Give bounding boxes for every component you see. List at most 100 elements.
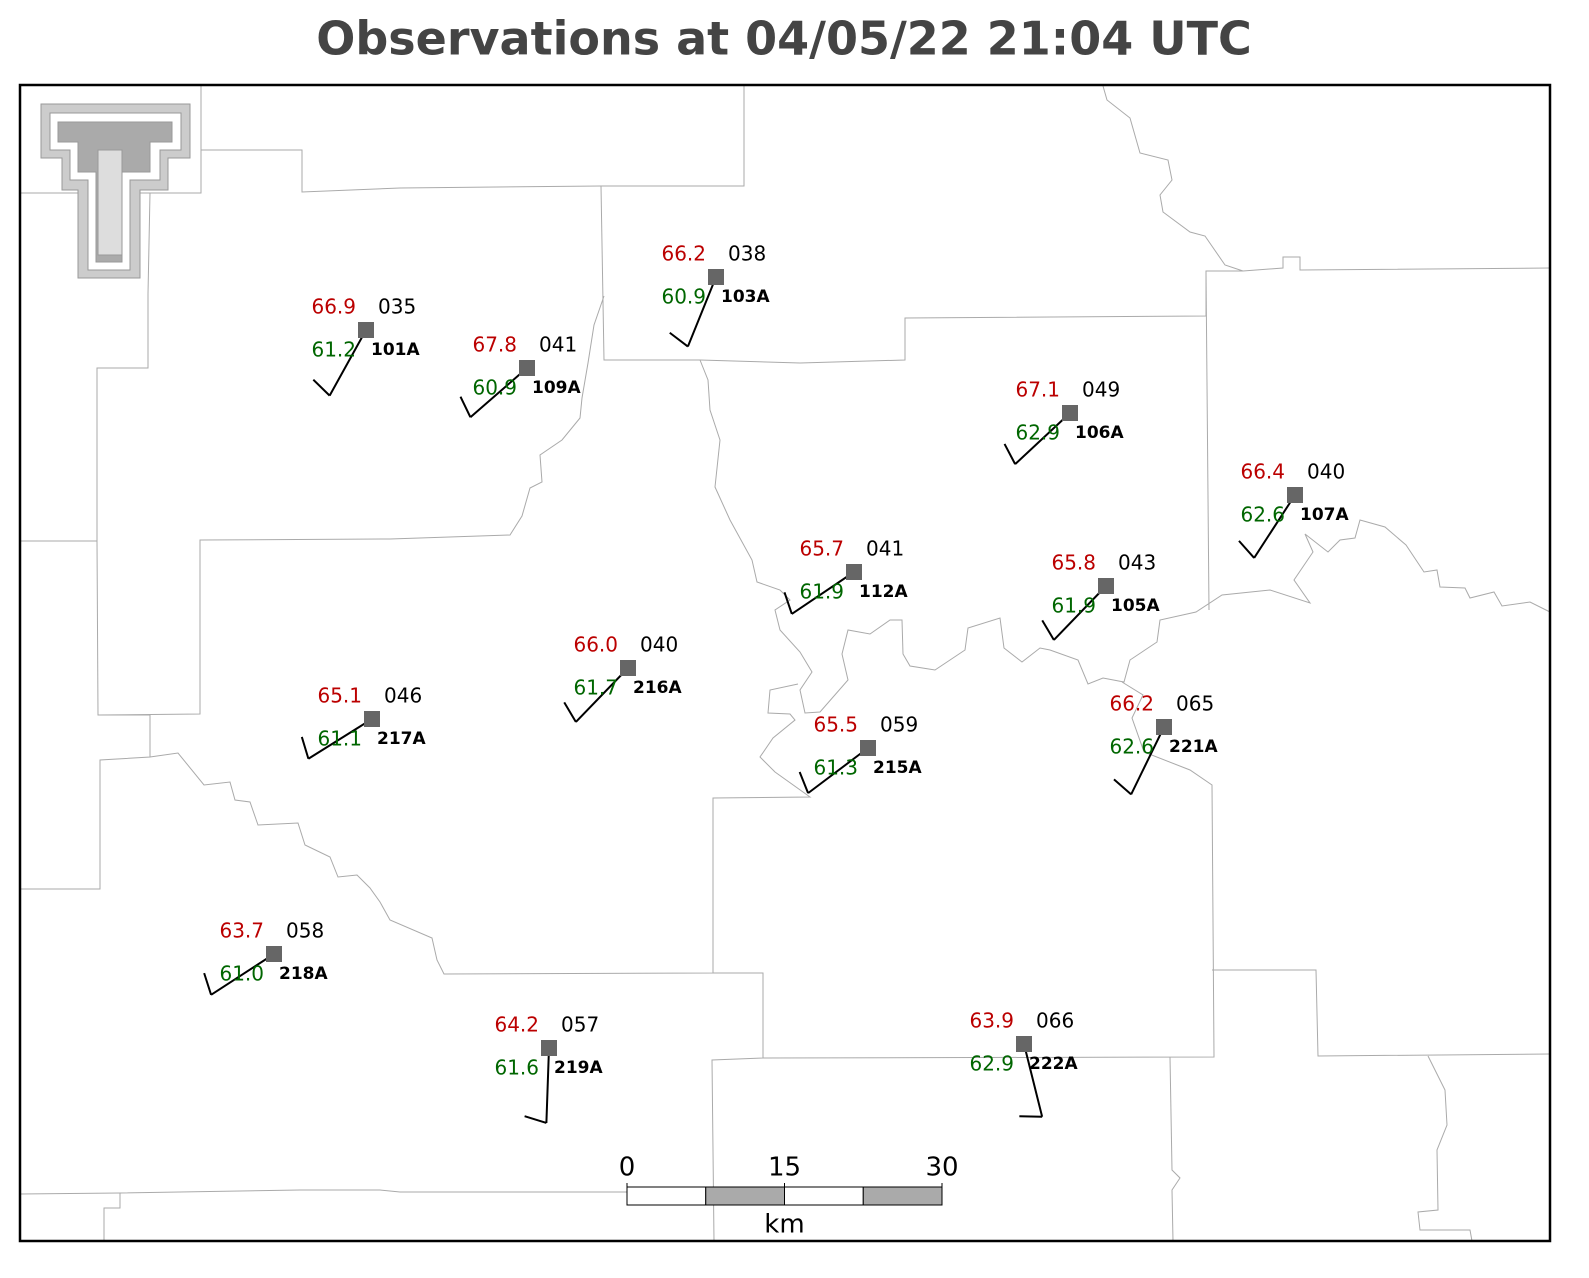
station-id: 112A	[859, 582, 908, 602]
station-id: 105A	[1111, 596, 1160, 616]
temperature: 63.7	[219, 919, 264, 943]
station: 65.5 059 61.3 215A	[798, 713, 922, 794]
pressure: 065	[1176, 692, 1214, 716]
wind-barb	[1113, 726, 1165, 796]
county-lines	[19, 85, 1551, 1242]
dewpoint: 61.3	[813, 756, 858, 780]
station-marker	[519, 360, 535, 376]
station-marker	[1016, 1036, 1032, 1052]
dewpoint: 60.9	[661, 285, 706, 309]
map-frame	[18, 83, 1552, 1243]
scale-label: 0	[619, 1153, 636, 1183]
dewpoint: 62.6	[1109, 735, 1154, 759]
temperature: 63.9	[969, 1009, 1014, 1033]
dewpoint: 61.9	[1051, 594, 1096, 618]
station-id: 217A	[377, 729, 426, 749]
scale-segment	[626, 1186, 707, 1206]
station-marker	[1156, 719, 1172, 735]
station: 65.8 043 61.9 105A	[1041, 551, 1160, 641]
station-id: 221A	[1169, 737, 1218, 757]
dewpoint: 61.6	[494, 1056, 539, 1080]
station-marker	[266, 946, 282, 962]
dewpoint: 61.7	[573, 676, 618, 700]
dewpoint: 61.9	[799, 580, 844, 604]
temperature: 65.8	[1051, 551, 1096, 575]
scale-bar: 0 15 30 km	[619, 1153, 959, 1240]
station-id: 219A	[554, 1058, 603, 1078]
scale-segment	[784, 1186, 864, 1206]
pressure: 046	[384, 684, 422, 708]
pressure: 041	[539, 333, 577, 357]
dewpoint: 61.2	[311, 338, 356, 362]
station: 65.1 046 61.1 217A	[300, 684, 426, 760]
station-id: 216A	[633, 678, 682, 698]
wind-barb	[669, 276, 717, 348]
pressure: 040	[1307, 460, 1345, 484]
temperature: 67.8	[472, 333, 517, 357]
station-marker	[1098, 578, 1114, 594]
scale-label: 30	[925, 1153, 958, 1183]
temperature: 66.4	[1240, 460, 1285, 484]
title: Observations at 04/05/22 21:04 UTC	[316, 12, 1251, 66]
station-id: 218A	[279, 964, 328, 984]
station-id: 106A	[1075, 423, 1124, 443]
pressure: 058	[286, 919, 324, 943]
station: 67.1 049 62.9 106A	[1003, 378, 1124, 465]
scale-segment	[705, 1186, 785, 1206]
temperature: 66.2	[661, 242, 706, 266]
station-marker	[1287, 487, 1303, 503]
wind-barb	[312, 329, 367, 397]
station-id: 101A	[371, 340, 420, 360]
temperature: 66.2	[1109, 692, 1154, 716]
station-marker	[1062, 405, 1078, 421]
station: 65.7 041 61.9 112A	[783, 537, 908, 615]
station-id: 215A	[873, 758, 922, 778]
pressure: 040	[640, 633, 678, 657]
station: 64.2 057 61.6 219A	[494, 1013, 603, 1124]
station: 67.8 041 60.9 109A	[459, 333, 581, 418]
pressure: 059	[880, 713, 918, 737]
wind-barb	[563, 667, 629, 723]
temperature: 67.1	[1015, 378, 1060, 402]
pressure: 035	[378, 295, 416, 319]
station-id: 107A	[1300, 505, 1349, 525]
temperature: 65.7	[799, 537, 844, 561]
temperature: 66.9	[311, 295, 356, 319]
scale-unit: km	[764, 1210, 804, 1240]
dewpoint: 62.9	[969, 1052, 1014, 1076]
station-marker	[846, 564, 862, 580]
station: 66.0 040 61.7 216A	[563, 633, 682, 723]
logo	[40, 103, 191, 279]
dewpoint: 60.9	[472, 376, 517, 400]
station: 63.9 066 62.9 222A	[969, 1009, 1078, 1118]
temperature: 65.5	[813, 713, 858, 737]
station: 66.4 040 62.6 107A	[1238, 460, 1349, 559]
dewpoint: 61.0	[219, 962, 264, 986]
wind-barb	[798, 747, 869, 794]
temperature: 64.2	[494, 1013, 539, 1037]
station-id: 222A	[1029, 1054, 1078, 1074]
temperature: 66.0	[573, 633, 618, 657]
dewpoint: 62.9	[1015, 421, 1060, 445]
station: 66.2 065 62.6 221A	[1109, 692, 1218, 796]
station-marker	[620, 660, 636, 676]
pressure: 043	[1118, 551, 1156, 575]
station: 63.7 058 61.0 218A	[203, 919, 328, 996]
station-id: 103A	[721, 287, 770, 307]
station-marker	[708, 269, 724, 285]
dewpoint: 61.1	[317, 727, 362, 751]
station-marker	[541, 1040, 557, 1056]
pressure: 066	[1036, 1009, 1074, 1033]
pressure: 041	[866, 537, 904, 561]
wind-barb	[1019, 1043, 1044, 1118]
wind-barb	[203, 953, 275, 996]
station-marker	[358, 322, 374, 338]
station: 66.9 035 61.2 101A	[311, 295, 420, 397]
pressure: 049	[1082, 378, 1120, 402]
wind-barb	[300, 718, 373, 760]
dewpoint: 62.6	[1240, 503, 1285, 527]
wind-barb	[524, 1047, 550, 1124]
pressure: 038	[728, 242, 766, 266]
wind-barb	[1003, 412, 1071, 465]
